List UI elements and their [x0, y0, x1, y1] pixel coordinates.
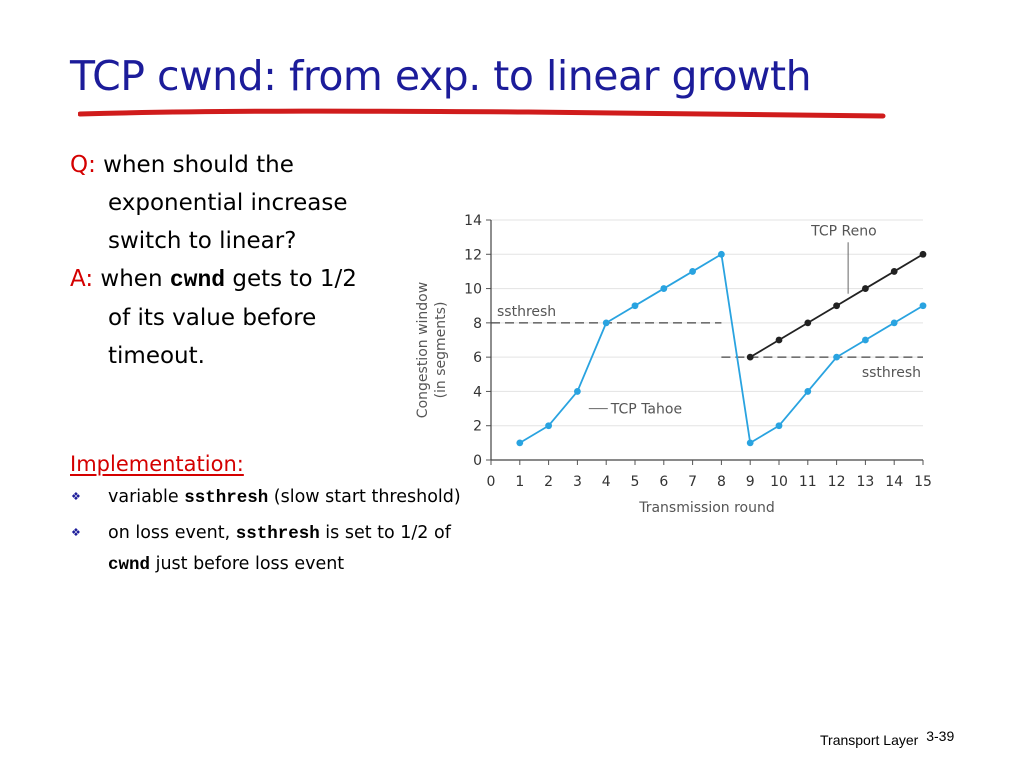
data-point [746, 439, 754, 447]
bullet-code-ssthresh: ssthresh [235, 524, 320, 544]
question-paragraph: Q: when should the exponential increase … [70, 146, 370, 260]
question-label: Q: [70, 152, 96, 178]
y-tick-label: 2 [473, 419, 482, 435]
x-tick-label: 10 [770, 474, 788, 490]
implementation-section: Implementation: ❖ variable ssthresh (slo… [70, 452, 470, 585]
x-tick-label: 14 [885, 474, 903, 490]
implementation-heading: Implementation: [70, 452, 244, 476]
slide-title: TCP cwnd: from exp. to linear growth [70, 52, 812, 100]
x-tick-label: 6 [659, 474, 668, 490]
answer-text-before: when [100, 266, 163, 292]
ssthresh-label: ssthresh [862, 365, 921, 381]
series-label: TCP Tahoe [610, 402, 682, 418]
diamond-bullet-icon: ❖ [71, 526, 81, 539]
data-point [516, 439, 524, 447]
y-axis-title-line2: (in segments) [433, 302, 449, 399]
x-tick-label: 11 [799, 474, 817, 490]
data-point [718, 250, 725, 258]
slide-footer: Transport Layer 3-39 [820, 728, 954, 748]
x-tick-label: 4 [602, 474, 611, 490]
answer-label: A: [70, 266, 94, 292]
bullet-text-middle: is set to 1/2 of [319, 523, 451, 543]
bullet-item: ❖ on loss event, ssthresh is set to 1/2 … [70, 518, 470, 580]
bullet-text-before: variable [108, 487, 179, 507]
data-point [862, 336, 869, 344]
x-tick-label: 15 [914, 474, 932, 490]
data-point [775, 422, 783, 430]
x-tick-label: 1 [515, 474, 524, 490]
bullet-text-after: just before loss event [150, 554, 345, 574]
title-underline-stroke [78, 108, 886, 119]
x-tick-label: 8 [717, 474, 726, 490]
x-tick-label: 7 [688, 474, 697, 490]
bullet-text-before: on loss event, [108, 523, 231, 543]
y-tick-label: 14 [464, 213, 482, 229]
question-text: when should the exponential increase swi… [103, 152, 348, 254]
data-point [602, 319, 610, 327]
y-tick-label: 12 [464, 247, 482, 263]
x-tick-label: 2 [544, 474, 553, 490]
footer-label: Transport Layer [820, 732, 919, 748]
data-point [545, 422, 552, 430]
bullet-item: ❖ variable ssthresh (slow start threshol… [70, 482, 470, 513]
data-point [833, 353, 840, 361]
data-point [804, 388, 812, 395]
data-point [631, 302, 639, 310]
answer-code-cwnd: cwnd [169, 267, 226, 293]
x-tick-label: 3 [573, 474, 582, 490]
y-tick-label: 8 [473, 316, 482, 332]
x-tick-label: 5 [631, 474, 640, 490]
x-axis-title: Transmission round [638, 500, 775, 516]
data-point [890, 268, 898, 275]
ssthresh-label: ssthresh [497, 304, 556, 320]
title-underline [78, 108, 886, 119]
implementation-bullets: ❖ variable ssthresh (slow start threshol… [70, 482, 470, 580]
question-answer: Q: when should the exponential increase … [70, 146, 370, 375]
page-number: 3-39 [926, 728, 955, 744]
data-point [689, 268, 696, 275]
series-line [519, 252, 924, 445]
data-point [660, 285, 668, 292]
bullet-code-ssthresh: ssthresh [184, 488, 269, 508]
data-point [862, 285, 869, 292]
data-point [919, 302, 927, 310]
x-tick-label: 12 [828, 474, 846, 490]
data-point [574, 388, 581, 395]
x-tick-label: 9 [746, 474, 755, 490]
answer-paragraph: A: when cwnd gets to 1/2 of its value be… [70, 260, 370, 375]
y-tick-label: 6 [473, 350, 482, 366]
data-point [890, 319, 898, 327]
data-point [804, 319, 812, 327]
data-point [919, 250, 927, 258]
diamond-bullet-icon: ❖ [71, 490, 81, 503]
x-tick-label: 13 [856, 474, 874, 490]
y-tick-label: 4 [473, 384, 482, 400]
data-point [833, 302, 840, 310]
x-tick-label: 0 [487, 474, 496, 490]
y-tick-label: 0 [473, 453, 482, 469]
y-axis-title: Congestion window [415, 282, 431, 418]
y-tick-label: 10 [464, 282, 482, 298]
bullet-text-after: (slow start threshold) [268, 487, 461, 507]
data-point [775, 336, 783, 344]
answer-text-after: gets to 1/2 of its value before timeout. [108, 266, 357, 369]
data-point [746, 353, 754, 361]
series-label: TCP Reno [810, 223, 877, 239]
bullet-code-cwnd: cwnd [108, 555, 151, 575]
